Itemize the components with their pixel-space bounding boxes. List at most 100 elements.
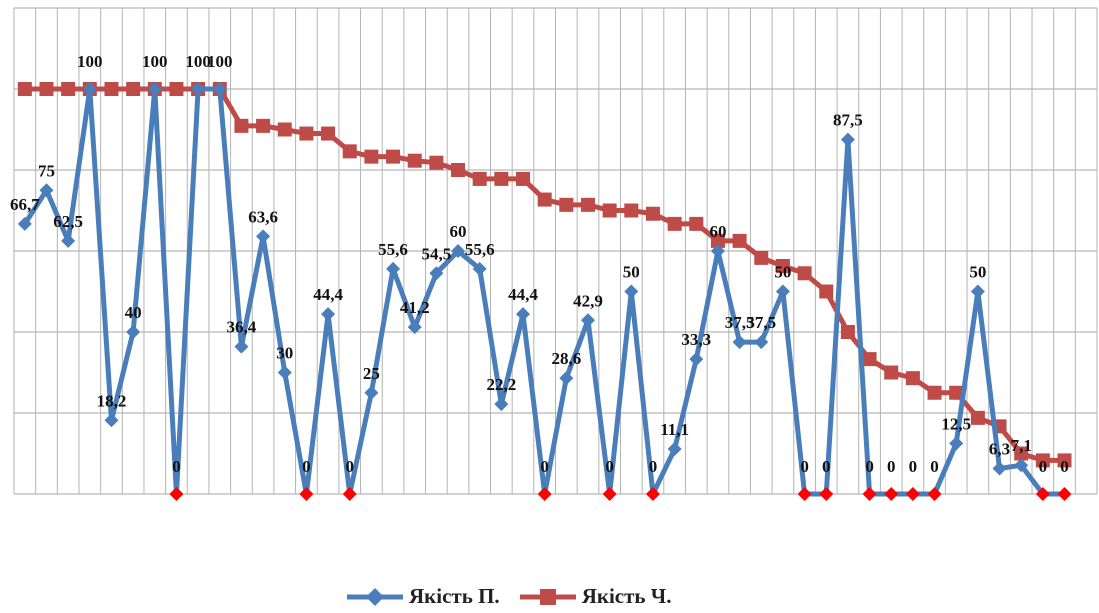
data-point-yakist-ch (1035, 453, 1050, 468)
series-line-yakist-p (22, 86, 1065, 497)
data-point-yakist-ch (754, 250, 769, 265)
data-point-yakist-ch (580, 197, 595, 212)
data-point-yakist-ch (429, 155, 444, 170)
data-label-yakist-p: 33,3 (681, 330, 711, 349)
data-label-yakist-p: 0 (649, 457, 658, 476)
data-point-yakist-ch (905, 371, 920, 386)
data-point-yakist-p (516, 307, 531, 322)
data-point-yakist-p (147, 82, 162, 96)
data-point-yakist-p (580, 313, 595, 328)
data-point-yakist-p (1057, 487, 1072, 501)
data-label-yakist-p: 0 (172, 457, 181, 476)
data-point-yakist-ch (537, 192, 552, 207)
data-label-yakist-p: 18,2 (97, 391, 127, 410)
data-label-yakist-p: 0 (800, 457, 809, 476)
data-point-yakist-p (407, 320, 422, 335)
data-point-yakist-ch (862, 352, 877, 367)
series-yakist-p (17, 82, 1072, 501)
data-point-yakist-ch (645, 206, 660, 221)
data-label-yakist-p: 42,9 (573, 291, 603, 310)
data-point-yakist-ch (1014, 446, 1029, 461)
data-label-yakist-p: 0 (865, 457, 874, 476)
data-point-yakist-p (754, 335, 769, 350)
data-point-yakist-ch (797, 266, 812, 281)
data-point-yakist-ch (256, 118, 271, 133)
data-label-yakist-p: 25 (363, 364, 380, 383)
data-label-yakist-p: 100 (185, 52, 211, 71)
data-point-yakist-p (537, 487, 552, 501)
data-point-yakist-ch (61, 82, 76, 96)
data-point-yakist-p (256, 229, 271, 244)
data-label-yakist-p: 54,5 (421, 244, 451, 263)
data-point-yakist-ch (516, 171, 531, 186)
data-label-yakist-p: 7,1 (1011, 436, 1032, 455)
data-point-yakist-p (602, 487, 617, 501)
data-point-yakist-ch (884, 365, 899, 380)
data-label-yakist-p: 55,6 (378, 240, 408, 259)
data-point-yakist-ch (689, 216, 704, 231)
data-point-yakist-p (927, 487, 942, 501)
data-label-yakist-p: 30 (276, 344, 293, 363)
data-point-yakist-ch (494, 171, 509, 186)
data-point-yakist-p (797, 487, 812, 501)
data-label-yakist-p: 0 (605, 457, 614, 476)
data-point-yakist-ch (17, 82, 32, 96)
data-label-yakist-p: 37,5 (746, 313, 776, 332)
data-label-yakist-p: 50 (774, 263, 791, 282)
data-point-yakist-p (451, 244, 466, 258)
data-label-yakist-p: 12,5 (941, 414, 971, 433)
data-label-yakist-p: 0 (1039, 457, 1048, 476)
data-point-yakist-p (624, 284, 639, 299)
legend-label-yakist-p: Якість П. (409, 584, 500, 608)
data-point-yakist-ch (321, 126, 336, 141)
data-point-yakist-ch (451, 163, 466, 177)
data-label-yakist-p: 60 (709, 222, 726, 241)
data-label-yakist-p: 0 (822, 457, 831, 476)
data-point-yakist-p (494, 397, 509, 412)
legend-swatch-diamond-icon (347, 587, 403, 606)
data-point-yakist-p (667, 442, 682, 457)
legend-swatch-square-icon (519, 588, 576, 605)
data-point-yakist-ch (364, 149, 379, 164)
data-point-yakist-p (992, 461, 1007, 476)
chart-legend: Якість П. Якість Ч. (345, 584, 689, 609)
data-point-yakist-ch (407, 153, 422, 168)
data-point-yakist-p (386, 261, 401, 276)
data-point-yakist-p (819, 487, 834, 501)
data-label-yakist-p: 55,6 (465, 240, 495, 259)
data-point-yakist-ch (386, 149, 401, 164)
data-point-yakist-ch (169, 82, 184, 96)
data-point-yakist-ch (277, 122, 292, 137)
data-point-yakist-ch (472, 171, 487, 186)
data-point-yakist-p (710, 244, 725, 258)
data-point-yakist-p (82, 82, 97, 96)
data-label-yakist-p: 41,2 (400, 298, 430, 317)
data-point-yakist-p (645, 487, 660, 501)
data-point-yakist-ch (667, 216, 682, 231)
data-point-yakist-ch (342, 144, 357, 159)
data-point-yakist-p (1035, 487, 1050, 501)
data-label-yakist-p: 50 (623, 263, 640, 282)
data-point-yakist-p (559, 371, 574, 386)
data-point-yakist-p (17, 216, 32, 231)
data-label-yakist-p: 0 (302, 457, 311, 476)
data-label-yakist-p: 100 (207, 52, 233, 71)
data-label-yakist-p: 0 (1060, 457, 1069, 476)
data-point-yakist-p (472, 261, 487, 276)
data-label-yakist-p: 100 (77, 52, 103, 71)
data-label-yakist-p: 40 (125, 303, 142, 322)
data-label-yakist-p: 22,2 (486, 375, 516, 394)
data-point-yakist-ch (819, 284, 834, 299)
data-point-yakist-p (169, 487, 184, 501)
data-point-yakist-p (277, 365, 292, 380)
data-label-yakist-p: 0 (540, 457, 549, 476)
data-point-yakist-p (689, 352, 704, 367)
data-label-yakist-p: 44,4 (313, 285, 343, 304)
data-point-yakist-p (234, 339, 249, 354)
data-labels: 66,77562,510018,240100010010036,463,6300… (10, 52, 1069, 476)
data-label-yakist-p: 0 (887, 457, 896, 476)
data-point-yakist-ch (710, 233, 725, 248)
data-point-yakist-ch (732, 233, 747, 248)
data-point-yakist-ch (927, 385, 942, 400)
data-label-yakist-p: 0 (909, 457, 918, 476)
